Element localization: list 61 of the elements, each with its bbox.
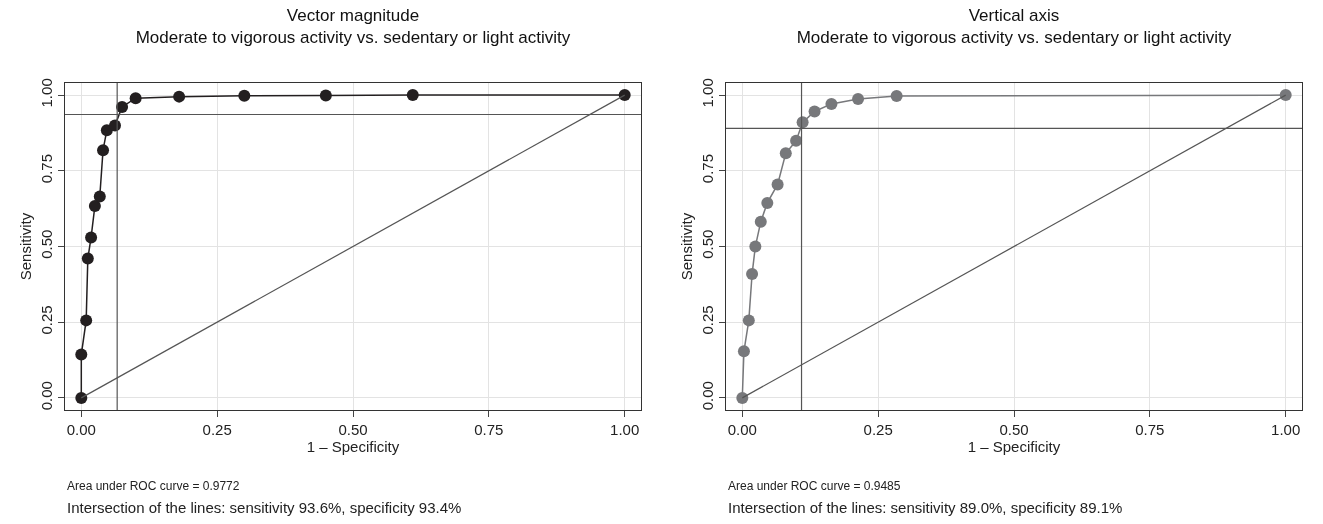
point <box>737 345 750 358</box>
point <box>754 215 767 228</box>
chart-subtitle: Moderate to vigorous activity vs. sedentary or light activity <box>135 28 571 48</box>
x-tick-label: 0.00 <box>727 421 757 438</box>
point <box>75 348 88 361</box>
chart-title: Vector magnitude <box>286 5 420 25</box>
chart-title: Vertical axis <box>968 5 1060 25</box>
text: Intersection of the lines: sensitivity 89.0%, specificity 89.1% <box>728 499 1123 516</box>
x-tick-label: 1.00 <box>610 421 640 438</box>
x-tick-label: 0.25 <box>202 421 232 438</box>
point <box>618 89 631 102</box>
point <box>852 93 865 106</box>
text: Area under ROC curve = 0.9772 <box>67 479 240 493</box>
point <box>771 178 784 191</box>
point <box>736 391 749 404</box>
point <box>742 314 755 327</box>
y-tick-label: 0.00 <box>699 381 716 411</box>
point <box>93 190 106 203</box>
point <box>81 252 94 265</box>
x-axis-title: 1 – Specificity <box>967 438 1061 455</box>
point <box>80 314 93 327</box>
point <box>749 240 762 253</box>
y-tick-label: 0.75 <box>699 153 716 184</box>
point <box>761 196 774 209</box>
point <box>779 147 792 160</box>
point <box>825 97 838 110</box>
x-tick-label: 0.75 <box>1135 421 1165 438</box>
text: Area under ROC curve = 0.9485 <box>728 479 901 493</box>
y-tick-label: 0.50 <box>38 229 55 259</box>
text: Intersection of the lines: sensitivity 93.6%, specificity 93.4% <box>67 499 462 516</box>
y-axis-title: Sensitivity <box>17 212 35 281</box>
point <box>890 90 903 103</box>
point <box>173 90 186 103</box>
point <box>116 100 129 113</box>
point <box>75 391 88 404</box>
point <box>319 89 332 102</box>
point <box>808 105 821 118</box>
point <box>97 144 110 157</box>
x-tick-label: 0.50 <box>338 421 368 438</box>
y-tick-label: 1.00 <box>699 78 716 108</box>
point <box>1279 89 1292 102</box>
y-tick-label: 0.75 <box>38 153 55 184</box>
y-tick-label: 0.25 <box>38 305 55 335</box>
x-tick-label: 1.00 <box>1271 421 1301 438</box>
y-tick-label: 1.00 <box>38 78 55 108</box>
x-tick-label: 0.00 <box>66 421 96 438</box>
y-axis-title: Sensitivity <box>678 212 696 281</box>
x-tick-label: 0.25 <box>863 421 893 438</box>
point <box>406 89 419 102</box>
x-tick-label: 0.50 <box>999 421 1029 438</box>
point <box>88 199 101 212</box>
point <box>238 89 251 102</box>
chart-subtitle: Moderate to vigorous activity vs. sedentary or light activity <box>796 28 1232 48</box>
x-axis-title: 1 – Specificity <box>306 438 400 455</box>
point <box>85 231 98 244</box>
y-tick-label: 0.50 <box>699 229 716 259</box>
point <box>746 268 759 281</box>
point <box>129 92 142 105</box>
y-tick-label: 0.25 <box>699 305 716 335</box>
y-tick-label: 0.00 <box>38 381 55 411</box>
x-tick-label: 0.75 <box>474 421 504 438</box>
